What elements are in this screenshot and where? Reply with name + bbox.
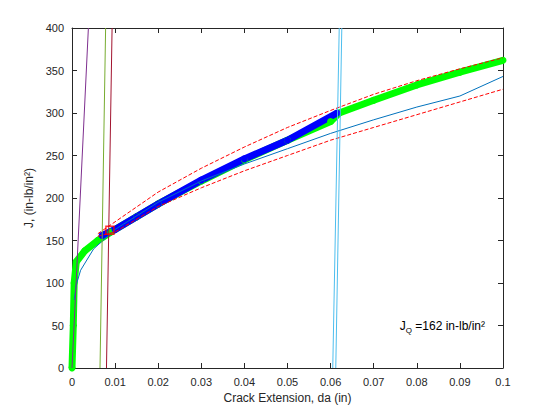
- svg-text:0.09: 0.09: [449, 376, 470, 388]
- svg-text:=162 in-lb/in²: =162 in-lb/in²: [412, 319, 485, 333]
- svg-text:J, (in-lb/in²): J, (in-lb/in²): [22, 168, 36, 228]
- svg-text:350: 350: [46, 65, 64, 77]
- svg-text:0.01: 0.01: [104, 376, 125, 388]
- svg-text:0.06: 0.06: [320, 376, 341, 388]
- svg-text:Crack Extension, da (in): Crack Extension, da (in): [223, 391, 351, 405]
- svg-text:0.02: 0.02: [147, 376, 168, 388]
- svg-text:0.1: 0.1: [495, 376, 510, 388]
- svg-text:100: 100: [46, 277, 64, 289]
- svg-text:50: 50: [52, 320, 64, 332]
- svg-text:200: 200: [46, 192, 64, 204]
- svg-text:0: 0: [69, 376, 75, 388]
- svg-text:400: 400: [46, 22, 64, 34]
- svg-text:0.05: 0.05: [277, 376, 298, 388]
- svg-text:0.07: 0.07: [363, 376, 384, 388]
- svg-text:300: 300: [46, 107, 64, 119]
- svg-text:250: 250: [46, 150, 64, 162]
- svg-text:0: 0: [58, 362, 64, 374]
- html-text:JQ: JQ: [399, 319, 412, 335]
- svg-text:150: 150: [46, 235, 64, 247]
- svg-text:0.04: 0.04: [234, 376, 255, 388]
- svg-text:0.03: 0.03: [191, 376, 212, 388]
- svg-text:0.08: 0.08: [406, 376, 427, 388]
